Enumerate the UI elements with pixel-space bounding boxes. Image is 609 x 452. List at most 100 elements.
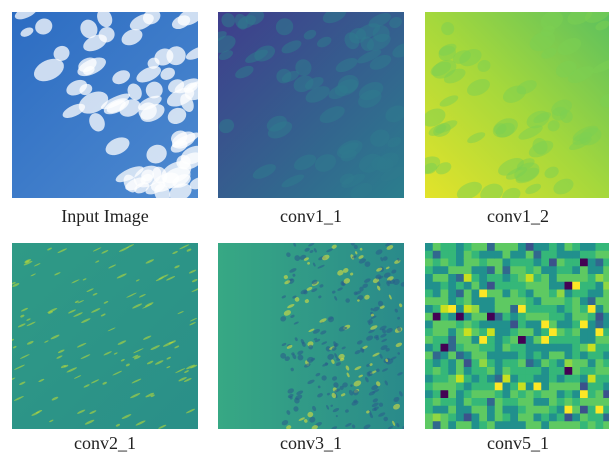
- pixel: [603, 390, 609, 398]
- pixel: [603, 259, 609, 267]
- pixel: [456, 251, 464, 259]
- pixel: [572, 305, 580, 313]
- pixel: [549, 352, 557, 360]
- pixel: [472, 375, 480, 383]
- pixel: [495, 375, 503, 383]
- pixel: [441, 375, 449, 383]
- pixel: [441, 359, 449, 367]
- pixel: [448, 383, 456, 391]
- pixel: [588, 259, 596, 267]
- pixel: [534, 251, 542, 259]
- pixel: [565, 251, 573, 259]
- pixel: [448, 344, 456, 352]
- pixel: [580, 321, 588, 329]
- pixel: [518, 390, 526, 398]
- pixel: [464, 282, 472, 290]
- pixel: [572, 398, 580, 406]
- pixel: [596, 398, 604, 406]
- pixel: [534, 305, 542, 313]
- pixel: [541, 305, 549, 313]
- pixel: [503, 282, 511, 290]
- pixel: [549, 274, 557, 282]
- pixel: [534, 421, 542, 429]
- pixel: [448, 367, 456, 375]
- pixel: [479, 383, 487, 391]
- pixel: [441, 321, 449, 329]
- pixel: [456, 383, 464, 391]
- pixel: [596, 414, 604, 422]
- pixel: [526, 290, 534, 298]
- pixel: [479, 259, 487, 267]
- pixel: [572, 266, 580, 274]
- pixel: [603, 406, 609, 414]
- pixel: [448, 290, 456, 298]
- pixel: [479, 421, 487, 429]
- pixel: [534, 367, 542, 375]
- pixel: [456, 336, 464, 344]
- panel-caption: conv1_2: [487, 206, 549, 226]
- pixel: [495, 266, 503, 274]
- pixel: [510, 321, 518, 329]
- pixel: [549, 359, 557, 367]
- pixel: [464, 421, 472, 429]
- pixel: [456, 274, 464, 282]
- pixel: [534, 297, 542, 305]
- pixel: [565, 290, 573, 298]
- pixel: [534, 352, 542, 360]
- pixel: [487, 383, 495, 391]
- pixel: [541, 251, 549, 259]
- pixel: [479, 328, 487, 336]
- panel-caption: conv1_1: [280, 206, 342, 226]
- pixel: [534, 274, 542, 282]
- pixel: [448, 375, 456, 383]
- pixel: [588, 406, 596, 414]
- pixel: [433, 406, 441, 414]
- pixel: [472, 251, 480, 259]
- pixel: [549, 290, 557, 298]
- pixel: [464, 414, 472, 422]
- pixel: [464, 406, 472, 414]
- pixel: [495, 274, 503, 282]
- pixel: [448, 336, 456, 344]
- pixel: [557, 282, 565, 290]
- panel-caption: conv5_1: [487, 433, 549, 452]
- pixel: [472, 398, 480, 406]
- pixel: [565, 398, 573, 406]
- pixel: [425, 398, 433, 406]
- pixel: [495, 383, 503, 391]
- pixel: [557, 383, 565, 391]
- pixel: [588, 344, 596, 352]
- pixel: [503, 266, 511, 274]
- pixel: [510, 359, 518, 367]
- pixel: [518, 336, 526, 344]
- panel-caption: conv3_1: [280, 433, 342, 452]
- pixel: [495, 336, 503, 344]
- pixel: [472, 321, 480, 329]
- pixel: [588, 398, 596, 406]
- pixel: [472, 414, 480, 422]
- pixel: [448, 359, 456, 367]
- pixel: [472, 352, 480, 360]
- pixel: [433, 359, 441, 367]
- pixel: [580, 290, 588, 298]
- pixel: [503, 383, 511, 391]
- pixel: [487, 421, 495, 429]
- pixel: [479, 398, 487, 406]
- pixel: [518, 313, 526, 321]
- pixel: [472, 390, 480, 398]
- pixel: [526, 352, 534, 360]
- pixel: [549, 414, 557, 422]
- pixel: [565, 367, 573, 375]
- pixel: [433, 274, 441, 282]
- pixel: [534, 390, 542, 398]
- pixel: [596, 344, 604, 352]
- pixel: [425, 344, 433, 352]
- pixel: [495, 305, 503, 313]
- pixel: [487, 305, 495, 313]
- pixel: [572, 421, 580, 429]
- pixel: [425, 375, 433, 383]
- pixel: [518, 243, 526, 251]
- pixel: [464, 328, 472, 336]
- pixel: [603, 282, 609, 290]
- pixel: [433, 259, 441, 267]
